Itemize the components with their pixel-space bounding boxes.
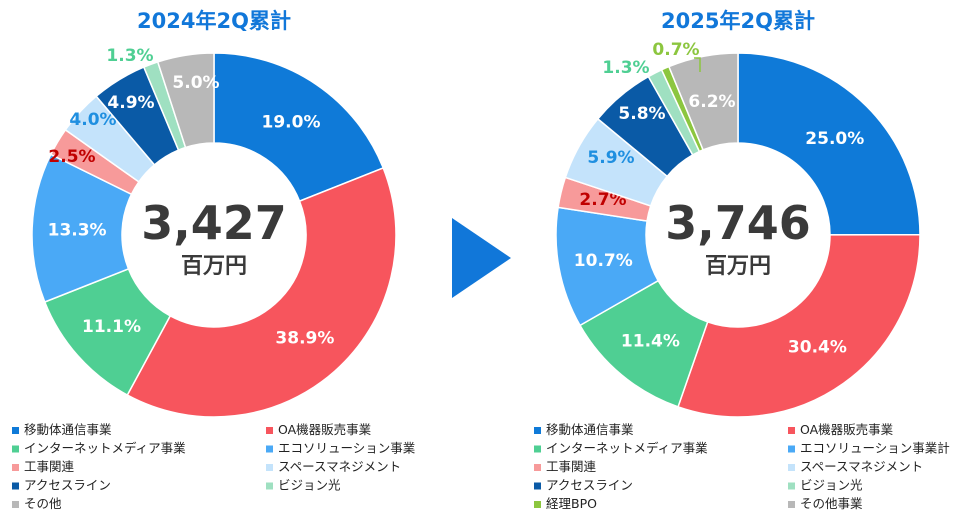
slice-data-label: 2.7% xyxy=(579,190,626,210)
legend-swatch xyxy=(266,445,273,453)
legend-entry-label: インターネットメディア事業 xyxy=(24,441,186,456)
donut-slice xyxy=(737,52,921,236)
legend-entry-label: アクセスライン xyxy=(546,478,633,493)
center-unit-label: 百万円 xyxy=(705,254,771,279)
chart-title: 2024年2Q累計 xyxy=(137,9,291,33)
slice-data-label: 10.7% xyxy=(574,251,633,271)
slice-data-label: 2.5% xyxy=(48,147,95,167)
legend-entry-label: ビジョン光 xyxy=(278,478,341,493)
legend-entry-label: インターネットメディア事業 xyxy=(546,441,708,456)
legend-entry-label: OA機器販売事業 xyxy=(278,422,372,437)
slice-data-label: 11.4% xyxy=(621,331,680,351)
legend-entry-label: OA機器販売事業 xyxy=(800,422,894,437)
legend-swatch xyxy=(534,464,541,471)
legend-entry-label: ビジョン光 xyxy=(800,478,863,493)
legend-entry-label: スペースマネジメント xyxy=(800,459,923,474)
legend-swatch xyxy=(788,501,795,508)
legend-entry-label: アクセスライン xyxy=(24,478,111,493)
slice-data-label: 11.1% xyxy=(82,317,141,337)
transition-arrow-icon xyxy=(452,218,511,298)
slice-data-label: 0.7% xyxy=(652,40,699,60)
donut-slice xyxy=(667,52,739,151)
slice-data-label: 30.4% xyxy=(788,338,847,358)
slice-data-label: 38.9% xyxy=(275,328,334,348)
slice-data-label: 1.3% xyxy=(602,58,649,78)
legend-swatch xyxy=(534,501,541,508)
slice-data-label: 5.8% xyxy=(618,104,665,124)
donut-chart-1: 2024年2Q累計 19.0% 38.9% 11.1% 13.3% 2.5% 4.0%4.9… xyxy=(12,9,416,511)
donut-chart-2: 2025年2Q累計 25.0% 30.4% 11.4% 10.7% 2.7% 5.9% 5.8… xyxy=(534,9,950,511)
center-total-value: 3,746 xyxy=(665,196,811,250)
legend-swatch xyxy=(12,464,19,471)
legend-swatch xyxy=(12,482,19,490)
legend-entry-label: スペースマネジメント xyxy=(278,459,401,474)
slice-data-label: 19.0% xyxy=(262,113,321,133)
legend-entry-label: エコソリューション事業 xyxy=(278,441,416,456)
legend-entry-label: 移動体通信事業 xyxy=(546,422,634,437)
legend-entry-label: その他事業 xyxy=(800,496,863,511)
donut-slice xyxy=(677,233,921,418)
center-total-value: 3,427 xyxy=(141,196,287,250)
slice-data-label: 5.9% xyxy=(587,148,634,168)
legend-swatch xyxy=(266,482,273,490)
legend-swatch xyxy=(788,482,795,490)
donut-slice xyxy=(156,52,215,149)
legend-swatch xyxy=(788,427,795,434)
legend-swatch xyxy=(534,427,541,434)
legend-swatch xyxy=(788,464,795,471)
legend-swatch xyxy=(534,445,541,453)
chart-title: 2025年2Q累計 xyxy=(661,9,815,33)
leader-line xyxy=(694,57,701,72)
slice-data-label: 1.3% xyxy=(106,46,153,66)
legend-swatch xyxy=(534,482,541,490)
legend-entry-label: エコソリューション事業計 xyxy=(800,441,950,456)
legend-entry-label: 工事関連 xyxy=(546,459,597,474)
legend-swatch xyxy=(266,427,273,434)
slice-data-label: 4.0% xyxy=(69,110,116,130)
slice-data-label: 4.9% xyxy=(107,93,154,113)
legend-entry-label: 工事関連 xyxy=(24,459,75,474)
legend-entry-label: 経理BPO xyxy=(546,496,597,511)
legend-swatch xyxy=(12,427,19,434)
legend-swatch xyxy=(266,464,273,471)
slice-data-label: 25.0% xyxy=(805,129,864,149)
slice-data-label: 5.0% xyxy=(172,73,219,93)
slice-data-label: 6.2% xyxy=(688,92,735,112)
center-unit-label: 百万円 xyxy=(181,254,247,279)
legend-swatch xyxy=(12,501,19,508)
slice-data-label: 13.3% xyxy=(48,220,107,240)
legend-entry-label: 移動体通信事業 xyxy=(24,422,112,437)
legend-entry-label: その他 xyxy=(24,496,62,511)
donut-slice xyxy=(213,52,385,203)
legend-swatch xyxy=(788,445,795,453)
donut-slice xyxy=(126,167,397,418)
legend-swatch xyxy=(12,445,19,453)
